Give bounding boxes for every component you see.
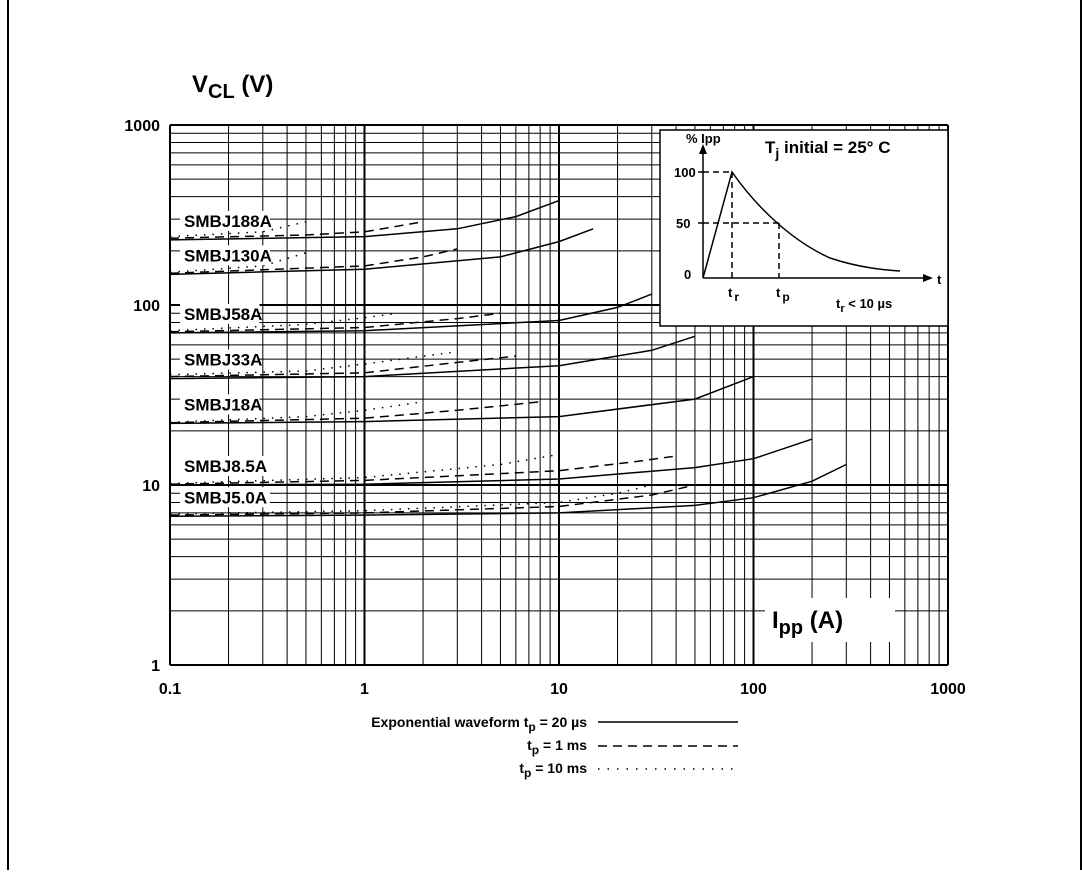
x-axis-label-bg [765, 598, 895, 642]
curve-smbj188a-dashed [169, 221, 424, 239]
y-axis-label-unit: (V) [235, 71, 274, 98]
x-axis-label-sub: pp [779, 617, 803, 639]
inset-note: tr < 10 µs [836, 296, 892, 315]
series-label-smbj58a: SMBJ58A [184, 305, 262, 324]
inset-waveform [702, 170, 901, 279]
series-label-bg [180, 394, 260, 415]
legend-entry-10ms: tp = 10 ms [519, 760, 587, 780]
x-tick-label: 1 [360, 681, 369, 698]
inset-x-label: t [937, 272, 942, 287]
curve-smbj5-0a-dotted [169, 484, 652, 515]
x-axis-label-unit: (A) [803, 607, 843, 634]
series-label-bg [180, 456, 270, 476]
series-label-smbj5-0a: SMBJ5.0A [184, 488, 267, 507]
inset-title: Tj initial = 25° C [765, 138, 890, 161]
series-label-smbj130a: SMBJ130A [184, 246, 272, 265]
inset-title-main: T [765, 138, 776, 157]
y-tick-label: 10 [142, 478, 160, 495]
curve-smbj18a-dotted [169, 401, 424, 424]
y-tick-label: 1 [151, 658, 160, 675]
series-label-bg [180, 487, 270, 508]
curve-smbj58a-dotted [169, 312, 399, 332]
curve-smbj130a-solid [169, 228, 594, 276]
series-label-bg [180, 349, 260, 370]
x-tick-label: 10 [550, 681, 568, 698]
inset-y-tick-50: 50 [676, 216, 690, 231]
series-label-smbj188a: SMBJ188A [184, 212, 272, 231]
curve-smbj18a-solid [169, 375, 754, 425]
legend: Exponential waveform tp = 20 µs tp = 1 m… [371, 714, 738, 780]
y-axis-label: VCL (V) [192, 71, 273, 103]
curve-smbj33a-dashed [169, 355, 516, 378]
curve-smbj5-0a-dashed [169, 484, 696, 516]
x-tick-label: 100 [740, 681, 767, 698]
curve-smbj58a-dashed [169, 312, 501, 333]
series-labels: SMBJ188A SMBJ130A SMBJ58A SMBJ33A SMBJ18A SMB… [180, 210, 272, 508]
curve-smbj188a-solid [169, 199, 560, 241]
curve-smbj58a-solid [169, 293, 653, 334]
x-axis-label: Ipp (A) [772, 607, 843, 639]
curve-smbj5-0a-solid [169, 463, 847, 518]
x-tick-label: 0.1 [159, 681, 181, 698]
inset-y-arrow [699, 144, 707, 154]
series-label-bg [180, 303, 260, 324]
x-axis-label-main: I [772, 607, 779, 634]
series-label-smbj8-5a: SMBJ8.5A [184, 457, 267, 476]
curves [169, 199, 847, 518]
series-label-bg [180, 210, 270, 231]
series-label-smbj18a: SMBJ18A [184, 395, 262, 414]
x-tick-label: 1000 [930, 681, 966, 698]
curve-smbj33a-solid [169, 335, 696, 380]
inset-box [659, 129, 949, 327]
inset-y-label: % Ipp [686, 131, 721, 146]
legend-entry-20us: Exponential waveform tp = 20 µs [371, 714, 587, 734]
curve-smbj8-5a-solid [169, 438, 813, 486]
legend-entry-1ms: tp = 1 ms [527, 737, 587, 757]
inset-title-sub: j [774, 145, 779, 161]
grid [169, 124, 949, 666]
inset-y-tick-100: 100 [674, 165, 696, 180]
series-label-smbj33a: SMBJ33A [184, 351, 262, 370]
y-axis-label-sub: CL [208, 81, 235, 103]
y-tick-label: 100 [133, 298, 160, 315]
inset-x-arrow [923, 274, 933, 282]
inset-title-rest: initial = 25° C [779, 138, 890, 157]
y-tick-label: 1000 [124, 118, 160, 135]
y-axis-label-main: V [192, 71, 208, 98]
series-label-bg [180, 245, 270, 266]
inset-y-tick-0: 0 [684, 267, 691, 282]
curve-smbj8-5a-dashed [169, 455, 677, 485]
curve-smbj18a-dashed [169, 401, 541, 424]
curve-smbj130a-dashed [169, 248, 458, 275]
